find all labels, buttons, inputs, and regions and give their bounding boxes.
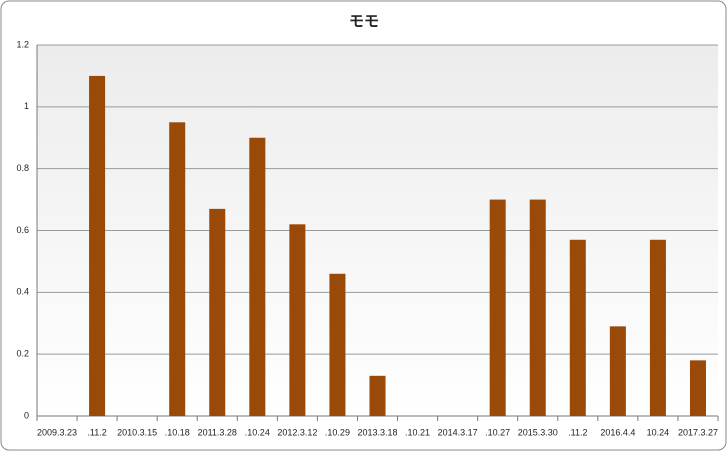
bar [529,199,546,416]
x-tick-label: .10.24 [245,427,270,437]
bar [689,360,706,416]
x-tick-label: .10.27 [485,427,510,437]
y-tick-label: 1 [24,101,29,111]
x-tick-label: 2017.3.27 [678,427,718,437]
x-tick-label: .11.2 [568,427,587,437]
bar [249,137,266,416]
x-tick-label: 2013.3.18 [357,427,397,437]
x-tick-label: .10.18 [165,427,190,437]
x-tick-label: 2009.3.23 [37,427,77,437]
y-tick-label: 0.6 [16,225,29,235]
chart-title: モモ [349,13,379,30]
bar [169,122,186,417]
bar [489,199,506,416]
bar [649,239,666,416]
bar [369,375,386,416]
x-tick-label: .10.29 [325,427,350,437]
x-tick-label: 2014.3.17 [438,427,478,437]
y-tick-label: 1.2 [16,39,29,49]
x-tick-label: 2010.3.15 [117,427,157,437]
bar [569,239,586,416]
y-tick-label: 0.2 [16,349,29,359]
bar [289,224,306,416]
x-tick-label: 2011.3.28 [198,427,237,437]
y-tick-label: 0 [24,410,29,420]
bar [609,326,626,416]
x-tick-label: .10.21 [405,427,430,437]
y-tick-label: 0.8 [16,163,29,173]
x-tick-label: .11.2 [87,427,106,437]
x-tick-label: 2015.3.30 [518,427,558,437]
x-tick-label: 10.24 [647,427,670,437]
bar [209,208,226,416]
bar [89,75,106,417]
x-tick-label: 2016.4.4 [600,427,635,437]
y-tick-label: 0.4 [16,287,29,297]
bar [329,273,346,416]
x-tick-label: 2012.3.12 [277,427,317,437]
